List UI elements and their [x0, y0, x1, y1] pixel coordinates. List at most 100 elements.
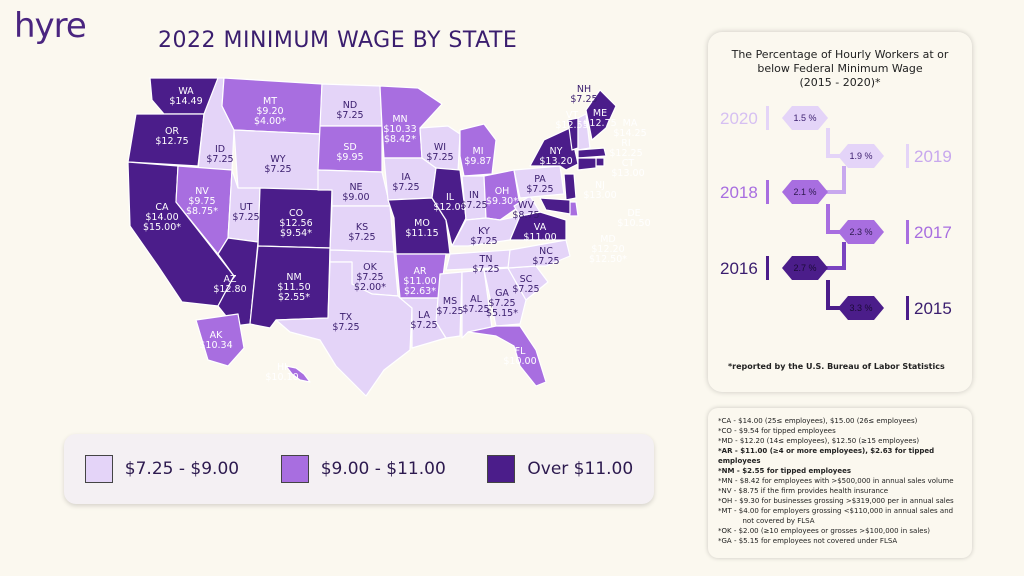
state-label-vt: VT $12.55 — [555, 110, 588, 131]
state-label-me: ME $12.75 — [583, 108, 616, 129]
state-label-wv: WV $8.75 — [512, 200, 539, 221]
state-label-nc: NC $7.25 — [532, 246, 559, 267]
footnotes: *CA - $14.00 (25≤ employees), $15.00 (26… — [708, 408, 972, 558]
state-label-sd: SD $9.95 — [336, 142, 363, 163]
footnote-line: *NV - $8.75 if the firm provides health … — [718, 487, 889, 495]
timeline-pct-2015: 3.3 % — [849, 303, 872, 313]
timeline-hex-2015 — [838, 296, 884, 320]
brand-logo: hyre — [14, 6, 87, 46]
state-label-mn: MN $10.33 $8.42* — [383, 114, 416, 145]
timeline-graphic: 1.5 % 1.9 % 2.1 % 2.3 % 2.7 % 3.3 % 2020… — [720, 106, 952, 320]
legend: $7.25 - $9.00 $9.00 - $11.00 Over $11.00 — [64, 434, 654, 504]
state-label-nh: NH $7.25 — [570, 84, 597, 105]
state-ak — [195, 313, 245, 367]
footnote-line: *OK - $2.00 (≥10 employees or grosses >$… — [718, 527, 930, 535]
state-label-ga: GA $7.25 $5.15* — [486, 288, 518, 319]
state-label-nv: NV $9.75 $8.75* — [186, 186, 218, 217]
state-label-al: AL $7.25 — [462, 294, 489, 315]
state-ct — [577, 157, 597, 171]
timeline-hex-2018 — [782, 180, 828, 204]
legend-swatch-low — [84, 455, 113, 483]
panel-note: *reported by the U.S. Bureau of Labor St… — [728, 362, 945, 371]
timeline-pct-2019: 1.9 % — [849, 151, 872, 161]
legend-label-high: Over $11.00 — [527, 459, 634, 479]
legend-item-mid: $9.00 - $11.00 — [280, 455, 446, 483]
timeline-hex-2016 — [782, 256, 828, 280]
panel-title: The Percentage of Hourly Workers at or b… — [708, 48, 972, 90]
state-label-ny: NY $13.20 — [539, 146, 572, 167]
state-label-sc: SC $7.25 — [512, 274, 539, 295]
state-label-in: IN $7.25 — [460, 190, 487, 211]
state-label-fl: FL $10.00 — [503, 346, 536, 367]
footnote-line: *CA - $14.00 (25≤ employees), $15.00 (26… — [718, 417, 918, 425]
state-nh — [577, 113, 591, 151]
state-label-nd: ND $7.25 — [336, 100, 363, 121]
timeline-pct-2016: 2.7 % — [793, 263, 816, 273]
state-label-ks: KS $7.25 — [348, 222, 375, 243]
timeline-pct-2018: 2.1 % — [793, 187, 816, 197]
timeline-pct-2020: 1.5 % — [793, 113, 816, 123]
state-label-ma: MA $14.25 — [613, 118, 646, 139]
timeline-hex-2019 — [838, 144, 884, 168]
footnote-line: *NM - $2.55 for tipped employees — [718, 467, 852, 475]
state-nj — [563, 173, 577, 201]
state-label-id: ID $7.25 — [206, 144, 233, 165]
state-label-ca: CA $14.00 $15.00* — [143, 202, 181, 233]
state-wv — [513, 195, 541, 217]
state-ky — [451, 215, 521, 247]
state-label-va: VA $11.00 — [523, 222, 556, 243]
timeline-hex-2017 — [838, 220, 884, 244]
legend-item-high: Over $11.00 — [487, 455, 633, 483]
state-label-or: OR $12.75 — [155, 126, 188, 147]
timeline-year-2018: 2018 — [720, 183, 758, 202]
timeline-year-2015: 2015 — [914, 299, 952, 318]
state-tx — [275, 261, 413, 397]
state-label-ok: OK $7.25 $2.00* — [354, 262, 386, 293]
state-label-ms: MS $7.25 — [436, 296, 463, 317]
state-label-ar: AR $11.00 $2.63* — [403, 266, 436, 297]
state-label-mo: MO $11.15 — [405, 218, 438, 239]
state-label-nj: NJ $13.00 — [583, 180, 616, 201]
legend-item-low: $7.25 - $9.00 — [84, 455, 240, 483]
state-me — [585, 89, 617, 141]
state-pa — [513, 165, 565, 199]
state-label-mi: MI $9.87 — [464, 146, 491, 167]
state-label-mt: MT $9.20 $4.00* — [254, 96, 286, 127]
state-label-tn: TN $7.25 — [472, 254, 499, 275]
footnote-line: *MT - $4.00 for employers grossing <$110… — [718, 507, 954, 515]
footnote-line: *GA - $5.15 for employees not covered un… — [718, 537, 898, 545]
state-label-la: LA $7.25 — [410, 310, 437, 331]
timeline-year-2020: 2020 — [720, 109, 758, 128]
state-label-wa: WA $14.49 — [169, 86, 202, 107]
state-md — [539, 197, 571, 215]
footnote-line: *OH - $9.30 for businesses grossing >$31… — [718, 497, 954, 505]
state-ri — [595, 157, 605, 167]
panel-title-line: below Federal Minimum Wage — [757, 62, 923, 75]
page-title: 2022 MINIMUM WAGE BY STATE — [158, 28, 518, 53]
footnote-line: *MN - $8.42 for employees with >$500,000… — [718, 477, 954, 485]
legend-label-low: $7.25 - $9.00 — [124, 459, 240, 479]
timeline-year-2019: 2019 — [914, 147, 952, 166]
state-label-oh: OH $9.30* — [486, 186, 518, 207]
timeline-pct-2017: 2.3 % — [849, 227, 872, 237]
timeline-year-2016: 2016 — [720, 259, 758, 278]
state-ma — [577, 147, 607, 159]
footnote-line: *AR - $11.00 (≥4 or more employees), $2.… — [718, 447, 935, 465]
panel-title-line: (2015 - 2020)* — [799, 76, 881, 89]
stats-panel: The Percentage of Hourly Workers at or b… — [708, 32, 972, 392]
state-label-tx: TX $7.25 — [332, 312, 359, 333]
state-label-nm: NM $11.50 $2.55* — [277, 272, 310, 303]
us-map: WA $14.49 OR $12.75 CA $14.00 $15.00* ID $7.25 NV… — [127, 77, 651, 397]
footnote-line: *MD - $12.20 (14≤ employees), $12.50 (≥1… — [718, 437, 920, 445]
state-label-md: MD $12.20 $12.50* — [589, 234, 627, 265]
state-label-de: DE $10.50 — [617, 208, 650, 229]
state-label-wy: WY $7.25 — [264, 154, 291, 175]
state-label-pa: PA $7.25 — [526, 174, 553, 195]
state-label-ia: IA $7.25 — [392, 172, 419, 193]
panel-title-line: The Percentage of Hourly Workers at or — [731, 48, 949, 61]
state-ms — [435, 271, 463, 339]
state-label-il: IL $12.00 — [433, 192, 466, 213]
state-fl — [467, 325, 547, 387]
state-label-ct: CT $13.00 — [611, 158, 644, 179]
legend-label-mid: $9.00 - $11.00 — [320, 459, 446, 479]
